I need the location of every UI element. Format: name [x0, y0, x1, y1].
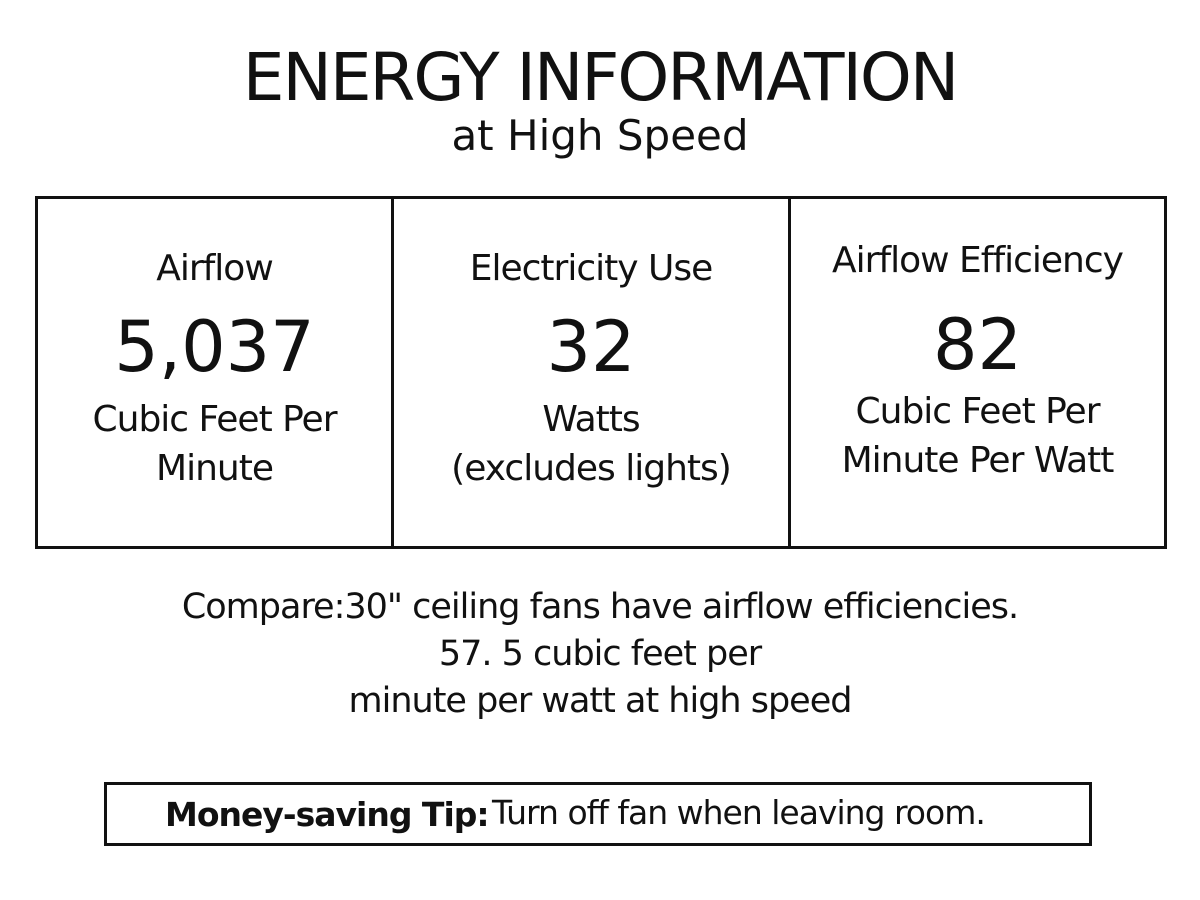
- airflow-efficiency-unit: Cubic Feet Per Minute Per Watt: [791, 387, 1164, 485]
- electricity-use-unit-line2: (excludes lights): [451, 448, 732, 489]
- electricity-use-value: 32: [546, 306, 636, 388]
- airflow-efficiency-label: Airflow Efficiency: [832, 240, 1124, 281]
- airflow-efficiency-unit-line2: Minute Per Watt: [841, 440, 1115, 481]
- money-saving-tip-box: Money-saving Tip: Turn off fan when leav…: [104, 782, 1092, 846]
- airflow-efficiency-unit-line1: Cubic Feet Per: [855, 391, 1100, 432]
- airflow-cell: Airflow 5,037 Cubic Feet Per Minute: [38, 199, 394, 546]
- airflow-efficiency-value: 82: [932, 304, 1023, 386]
- electricity-use-cell: Electricity Use 32 Watts (excludes light…: [394, 199, 791, 546]
- electricity-use-unit-line1: Watts: [542, 399, 640, 440]
- airflow-unit-line2: Minute: [156, 448, 274, 489]
- page-title: ENERGY INFORMATION: [242, 39, 959, 116]
- comparison-line-2: 57. 5 cubic feet per: [438, 634, 762, 674]
- electricity-use-unit: Watts (excludes lights): [394, 395, 788, 493]
- airflow-efficiency-cell: Airflow Efficiency 82 Cubic Feet Per Min…: [791, 199, 1164, 546]
- tip-text: Turn off fan when leaving room.: [492, 793, 986, 832]
- airflow-value: 5,037: [114, 306, 315, 388]
- energy-stats-table: Airflow 5,037 Cubic Feet Per Minute Elec…: [35, 196, 1167, 549]
- airflow-unit-line1: Cubic Feet Per: [92, 399, 337, 440]
- comparison-text: Compare:30" ceiling fans have airflow ef…: [0, 584, 1200, 725]
- page-subtitle: at High Speed: [451, 111, 749, 160]
- tip-label: Money-saving Tip:: [165, 795, 490, 834]
- comparison-line-1: Compare:30" ceiling fans have airflow ef…: [181, 587, 1019, 627]
- airflow-unit: Cubic Feet Per Minute: [38, 395, 391, 493]
- comparison-line-3: minute per watt at high speed: [348, 681, 853, 721]
- electricity-use-label: Electricity Use: [469, 248, 714, 289]
- airflow-label: Airflow: [156, 248, 274, 289]
